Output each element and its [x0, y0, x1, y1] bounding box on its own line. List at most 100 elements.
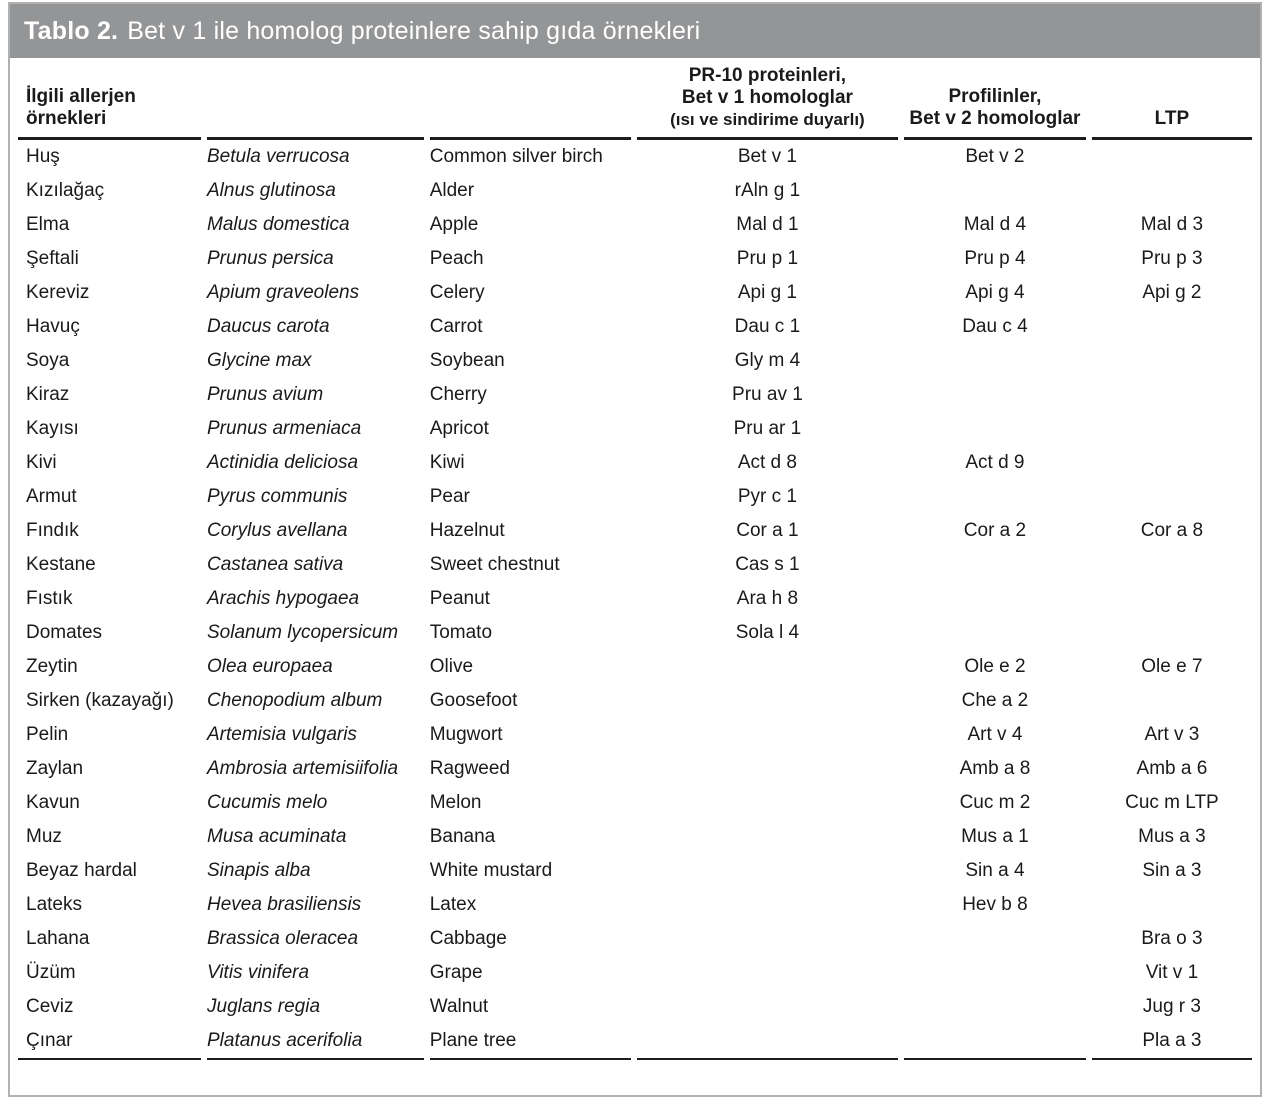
ltp-value-cell: Api g 2 — [1142, 282, 1202, 303]
english-name-cell: White mustard — [429, 860, 553, 881]
english-name-cell: Plane tree — [429, 1024, 631, 1060]
profilin-value-cell: Pru p 4 — [964, 248, 1026, 269]
allergen-name-cell: Kereviz — [26, 282, 90, 303]
allergen-name-cell: Kivi — [26, 452, 57, 473]
ltp-value-cell — [1092, 548, 1252, 582]
profilin-value-cell — [904, 956, 1086, 990]
ltp-value-cell — [1092, 174, 1252, 208]
table-area: İlgili allerjen örnekleri PR-10 proteinl… — [10, 58, 1260, 1095]
pr10-value-cell: Sola l 4 — [735, 622, 800, 643]
profilin-value-cell: Mal d 4 — [963, 214, 1027, 235]
profilin-value-cell: Hev b 8 — [962, 894, 1028, 915]
pr10-value-cell — [637, 820, 898, 854]
english-name-cell: Kiwi — [429, 452, 465, 473]
pr10-value-cell: Act d 8 — [737, 452, 797, 473]
pr10-value-cell: Gly m 4 — [734, 350, 801, 371]
table-row: Kereviz Apium graveolens Celery Api g 1 … — [18, 276, 1252, 310]
pr10-value-cell — [637, 752, 898, 786]
pr10-value-cell: Mal d 1 — [736, 214, 799, 235]
pr10-value-cell — [637, 956, 898, 990]
profilin-value-cell — [904, 174, 1086, 208]
allergen-name-cell: Fıstık — [26, 588, 73, 609]
pr10-value-cell — [637, 786, 898, 820]
latin-name-cell: Arachis hypogaea — [207, 588, 360, 609]
ltp-value-cell: Cuc m LTP — [1125, 792, 1219, 813]
profilin-value-cell: Che a 2 — [961, 690, 1029, 711]
latin-name-cell: Glycine max — [207, 350, 312, 371]
ltp-value-cell: Mus a 3 — [1138, 826, 1206, 847]
allergen-name-cell: Üzüm — [26, 962, 76, 983]
allergen-name-cell: Sirken (kazayağı) — [26, 690, 174, 711]
ltp-value-cell: Sin a 3 — [1142, 860, 1202, 881]
english-name-cell: Apple — [429, 214, 479, 235]
column-header-ltp: LTP — [1091, 59, 1252, 140]
table-body: Huş Betula verrucosa Common silver birch… — [18, 140, 1252, 1060]
profilin-value-cell — [904, 378, 1086, 412]
table-row: Lahana Brassica oleracea Cabbage Bra o 3 — [18, 922, 1252, 956]
table-row: Fındık Corylus avellana Hazelnut Cor a 1… — [18, 514, 1252, 548]
latin-name-cell: Pyrus communis — [207, 486, 348, 507]
ltp-value-cell: Amb a 6 — [1136, 758, 1208, 779]
profilin-value-cell — [904, 616, 1086, 650]
pr10-value-cell — [637, 650, 898, 684]
english-name-cell: Walnut — [429, 996, 489, 1017]
pr10-value-cell: Cor a 1 — [736, 520, 799, 541]
column-header-pr10: PR-10 proteinleri, Bet v 1 homologlar (ı… — [636, 59, 899, 140]
allergen-name-cell: Havuç — [26, 316, 80, 337]
latin-name-cell: Apium graveolens — [207, 282, 360, 303]
table-row: Lateks Hevea brasiliensis Latex Hev b 8 — [18, 888, 1252, 922]
allergen-name-cell: Soya — [26, 350, 70, 371]
allergen-name-cell: Zaylan — [26, 758, 84, 779]
allergen-name-cell: Fındık — [26, 520, 79, 541]
english-name-cell: Common silver birch — [429, 146, 603, 167]
allergen-name-cell: Lateks — [26, 894, 82, 915]
column-header-allergen-line2: örnekleri — [26, 108, 107, 129]
latin-name-cell: Prunus persica — [207, 248, 334, 269]
column-header-allergen: İlgili allerjen örnekleri — [18, 59, 201, 140]
table-row: Kivi Actinidia deliciosa Kiwi Act d 8 Ac… — [18, 446, 1252, 480]
table-row: Sirken (kazayağı) Chenopodium album Goos… — [18, 684, 1252, 718]
allergen-name-cell: Kavun — [26, 792, 80, 813]
ltp-value-cell — [1092, 310, 1252, 344]
ltp-value-cell: Mal d 3 — [1140, 214, 1204, 235]
english-name-cell: Olive — [429, 656, 474, 677]
allergen-name-cell: Elma — [26, 214, 70, 235]
profilin-value-cell: Sin a 4 — [965, 860, 1025, 881]
column-header-profilin: Profilinler, Bet v 2 homologlar — [904, 59, 1086, 140]
table-row: Pelin Artemisia vulgaris Mugwort Art v 4… — [18, 718, 1252, 752]
ltp-value-cell: Bra o 3 — [1141, 928, 1203, 949]
latin-name-cell: Vitis vinifera — [207, 962, 310, 983]
header-row: İlgili allerjen örnekleri PR-10 proteinl… — [18, 59, 1252, 140]
english-name-cell: Hazelnut — [429, 520, 505, 541]
latin-name-cell: Olea europaea — [207, 656, 333, 677]
ltp-value-cell — [1092, 616, 1252, 650]
profilin-value-cell: Cuc m 2 — [959, 792, 1031, 813]
table-row: Kavun Cucumis melo Melon Cuc m 2 Cuc m L… — [18, 786, 1252, 820]
column-header-english-empty — [429, 59, 631, 140]
table-number-label: Tablo 2. — [24, 16, 119, 45]
table-row: Muz Musa acuminata Banana Mus a 1 Mus a … — [18, 820, 1252, 854]
table-row: Domates Solanum lycopersicum Tomato Sola… — [18, 616, 1252, 650]
profilin-value-cell: Bet v 2 — [965, 146, 1025, 167]
ltp-value-cell: Ole e 7 — [1141, 656, 1203, 677]
profilin-value-cell — [904, 582, 1086, 616]
column-header-pr10-line3: (ısı ve sindirime duyarlı) — [670, 110, 865, 129]
pr10-value-cell: Pru p 1 — [736, 248, 799, 269]
allergen-name-cell: Armut — [26, 486, 77, 507]
latin-name-cell: Ambrosia artemisiifolia — [207, 758, 399, 779]
latin-name-cell: Hevea brasiliensis — [207, 894, 362, 915]
pr10-value-cell: Cas s 1 — [735, 554, 800, 575]
pr10-value-cell — [637, 922, 898, 956]
pr10-value-cell: Api g 1 — [737, 282, 797, 303]
profilin-value-cell — [904, 922, 1086, 956]
allergen-homolog-table: İlgili allerjen örnekleri PR-10 proteinl… — [12, 59, 1258, 1060]
profilin-value-cell — [904, 548, 1086, 582]
table-title-bar: Tablo 2. Bet v 1 ile homolog proteinlere… — [10, 4, 1260, 58]
column-header-allergen-line1: İlgili allerjen — [26, 86, 136, 107]
table-row: Zeytin Olea europaea Olive Ole e 2 Ole e… — [18, 650, 1252, 684]
allergen-name-cell: Zeytin — [26, 656, 78, 677]
column-header-profilin-line1: Profilinler, — [948, 86, 1042, 107]
profilin-value-cell: Api g 4 — [965, 282, 1025, 303]
english-name-cell: Peanut — [429, 588, 490, 609]
